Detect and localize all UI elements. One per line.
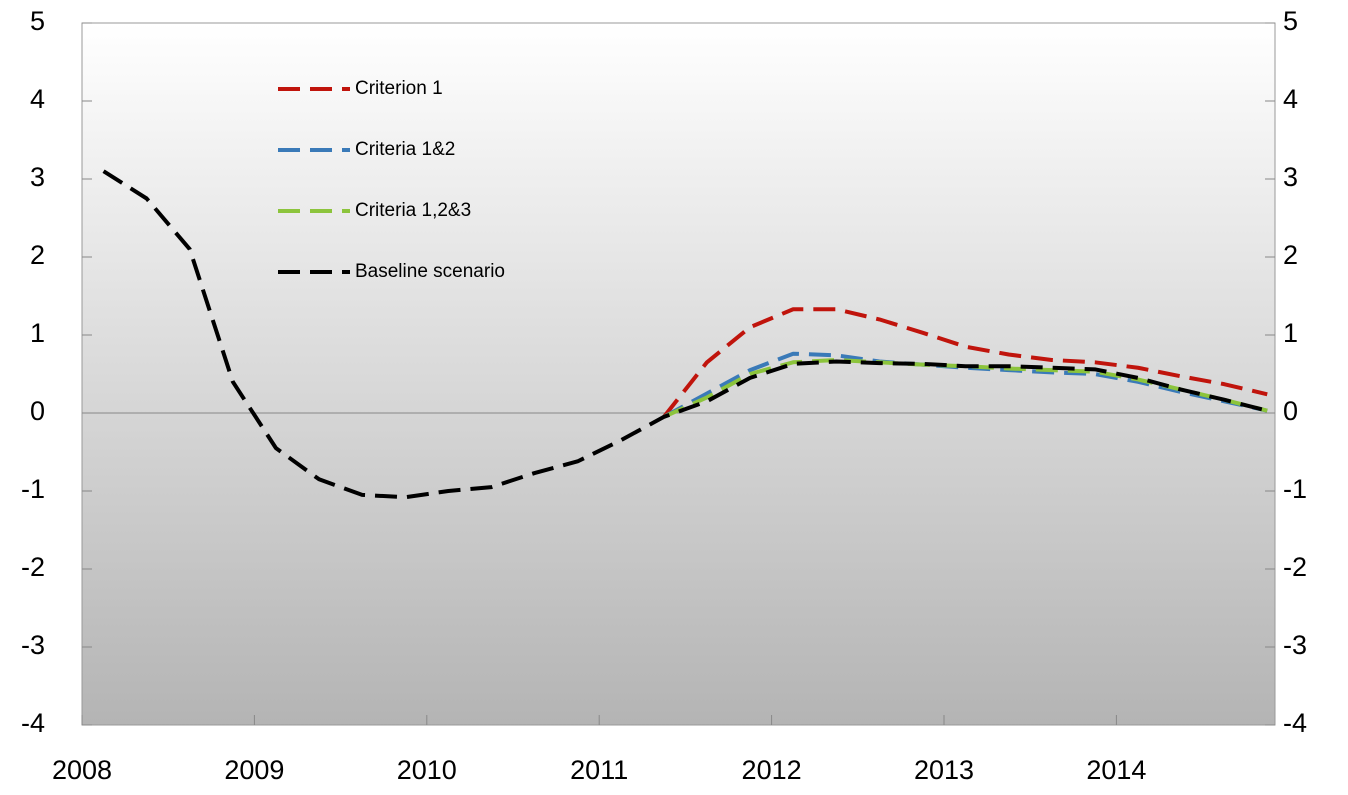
y2-tick-label: 3	[1283, 162, 1298, 192]
y-tick-label: -3	[21, 630, 45, 660]
x-tick-label: 2009	[224, 755, 284, 785]
series-line	[662, 307, 1268, 419]
y2-tick-label: 2	[1283, 240, 1298, 270]
series-line	[662, 351, 1268, 419]
y2-tick-label: 0	[1283, 396, 1298, 426]
y-tick-label: 0	[30, 396, 45, 426]
y-tick-label: 2	[30, 240, 45, 270]
legend-label: Criterion 1	[355, 78, 443, 99]
x-tick-label: 2011	[570, 755, 628, 785]
legend-label: Baseline scenario	[355, 261, 505, 282]
y2-tick-label: -4	[1283, 708, 1307, 738]
y-tick-label: 1	[30, 318, 45, 348]
x-tick-label: 2012	[742, 755, 802, 785]
y2-tick-label: 1	[1283, 318, 1298, 348]
y-tick-label: 4	[30, 84, 45, 114]
x-tick-label: 2010	[397, 755, 457, 785]
y2-tick-label: -1	[1283, 474, 1307, 504]
x-tick-label: 2008	[52, 755, 112, 785]
x-tick-label: 2014	[1086, 755, 1146, 785]
y2-tick-label: 4	[1283, 84, 1298, 114]
y2-tick-label: -3	[1283, 630, 1307, 660]
legend-label: Criteria 1&2	[355, 139, 455, 160]
plot-area	[81, 22, 1276, 726]
y-tick-label: 5	[30, 6, 45, 36]
legend-label: Criteria 1,2&3	[355, 200, 471, 221]
y-tick-label: -1	[21, 474, 45, 504]
y-tick-label: 3	[30, 162, 45, 192]
series-line	[102, 169, 1268, 500]
y-tick-label: -4	[21, 708, 45, 738]
y-tick-label: -2	[21, 552, 45, 582]
x-tick-label: 2013	[914, 755, 974, 785]
y2-tick-label: -2	[1283, 552, 1307, 582]
y2-tick-label: 5	[1283, 6, 1298, 36]
